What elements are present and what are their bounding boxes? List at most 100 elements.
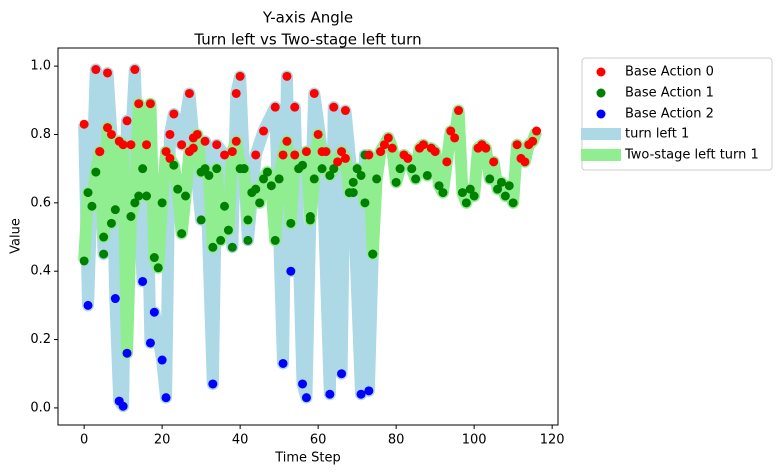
- action-point: [192, 129, 202, 139]
- x-tick-label: 80: [388, 433, 405, 448]
- action-point: [251, 184, 261, 194]
- action-point: [520, 157, 530, 167]
- legend-label: turn left 1: [625, 127, 689, 142]
- action-point: [110, 294, 120, 304]
- axes-frame: [57, 47, 559, 426]
- action-point: [356, 389, 366, 399]
- action-point: [149, 307, 159, 317]
- action-point: [309, 88, 319, 98]
- action-point: [496, 177, 506, 187]
- action-point: [106, 218, 116, 228]
- action-point: [165, 153, 175, 163]
- action-point: [138, 164, 148, 174]
- action-point: [91, 65, 101, 75]
- action-point: [177, 229, 187, 239]
- x-axis-label: Time Step: [274, 451, 341, 466]
- action-point: [126, 140, 136, 150]
- action-point: [262, 167, 272, 177]
- action-point: [407, 164, 417, 174]
- action-point: [145, 99, 155, 109]
- action-point: [504, 181, 514, 191]
- action-point: [212, 164, 222, 174]
- action-point: [161, 147, 171, 157]
- action-point: [434, 181, 444, 191]
- action-point: [208, 242, 218, 252]
- action-point: [418, 140, 428, 150]
- action-point: [274, 174, 284, 184]
- action-point: [87, 201, 97, 211]
- action-point: [165, 129, 175, 139]
- legend-label: Base Action 0: [625, 65, 714, 80]
- action-point: [395, 164, 405, 174]
- action-point: [325, 170, 335, 180]
- y-tick-label: 0.0: [30, 400, 51, 415]
- action-point: [301, 393, 311, 403]
- action-point: [173, 184, 183, 194]
- action-point: [106, 129, 116, 139]
- action-point: [270, 235, 280, 245]
- action-point: [79, 256, 89, 266]
- action-point: [337, 147, 347, 157]
- action-point: [422, 170, 432, 180]
- action-point: [430, 147, 440, 157]
- action-point: [208, 379, 218, 389]
- action-point: [411, 174, 421, 184]
- action-point: [184, 88, 194, 98]
- action-point: [145, 338, 155, 348]
- x-tick-label: 100: [462, 433, 487, 448]
- action-point: [91, 167, 101, 177]
- legend-label: Base Action 2: [625, 107, 714, 122]
- action-point: [220, 150, 230, 160]
- action-point: [200, 164, 210, 174]
- action-point: [305, 215, 315, 225]
- action-point: [200, 136, 210, 146]
- action-point: [153, 263, 163, 273]
- action-point: [290, 150, 300, 160]
- action-point: [356, 170, 366, 180]
- action-point: [372, 174, 382, 184]
- action-point: [508, 198, 518, 208]
- action-point: [282, 136, 292, 146]
- legend-swatch: [581, 128, 621, 140]
- x-tick-label: 60: [310, 433, 327, 448]
- x-tick-label: 0: [80, 433, 88, 448]
- action-point: [138, 276, 148, 286]
- action-point: [157, 198, 167, 208]
- chart-title: Y-axis Angle: [262, 9, 353, 27]
- action-point: [383, 133, 393, 143]
- legend-marker: [596, 109, 606, 119]
- action-point: [169, 109, 179, 119]
- action-point: [532, 126, 542, 136]
- action-point: [259, 126, 269, 136]
- action-point: [83, 300, 93, 310]
- x-tick-label: 20: [154, 433, 171, 448]
- chart-subtitle: Turn left vs Two-stage left turn: [193, 31, 421, 49]
- action-point: [450, 133, 460, 143]
- action-point: [329, 102, 339, 112]
- action-point: [512, 140, 522, 150]
- action-point: [348, 177, 358, 187]
- legend: Base Action 0 Base Action 1 Base Action 2 t…: [581, 65, 759, 163]
- action-point: [95, 147, 105, 157]
- action-point: [181, 191, 191, 201]
- legend-swatch: [581, 149, 621, 161]
- action-point: [122, 116, 132, 126]
- action-point: [177, 140, 187, 150]
- action-point: [239, 164, 249, 174]
- action-point: [196, 215, 206, 225]
- action-point: [329, 164, 339, 174]
- legend-box: [581, 57, 773, 171]
- action-point: [364, 386, 374, 396]
- action-point: [118, 401, 128, 411]
- action-point: [403, 153, 413, 163]
- action-point: [235, 71, 245, 81]
- action-point: [223, 225, 233, 235]
- action-point: [364, 150, 374, 160]
- action-point: [161, 393, 171, 403]
- action-point: [149, 253, 159, 263]
- action-point: [255, 198, 265, 208]
- action-point: [438, 188, 448, 198]
- action-point: [266, 181, 276, 191]
- action-point: [282, 71, 292, 81]
